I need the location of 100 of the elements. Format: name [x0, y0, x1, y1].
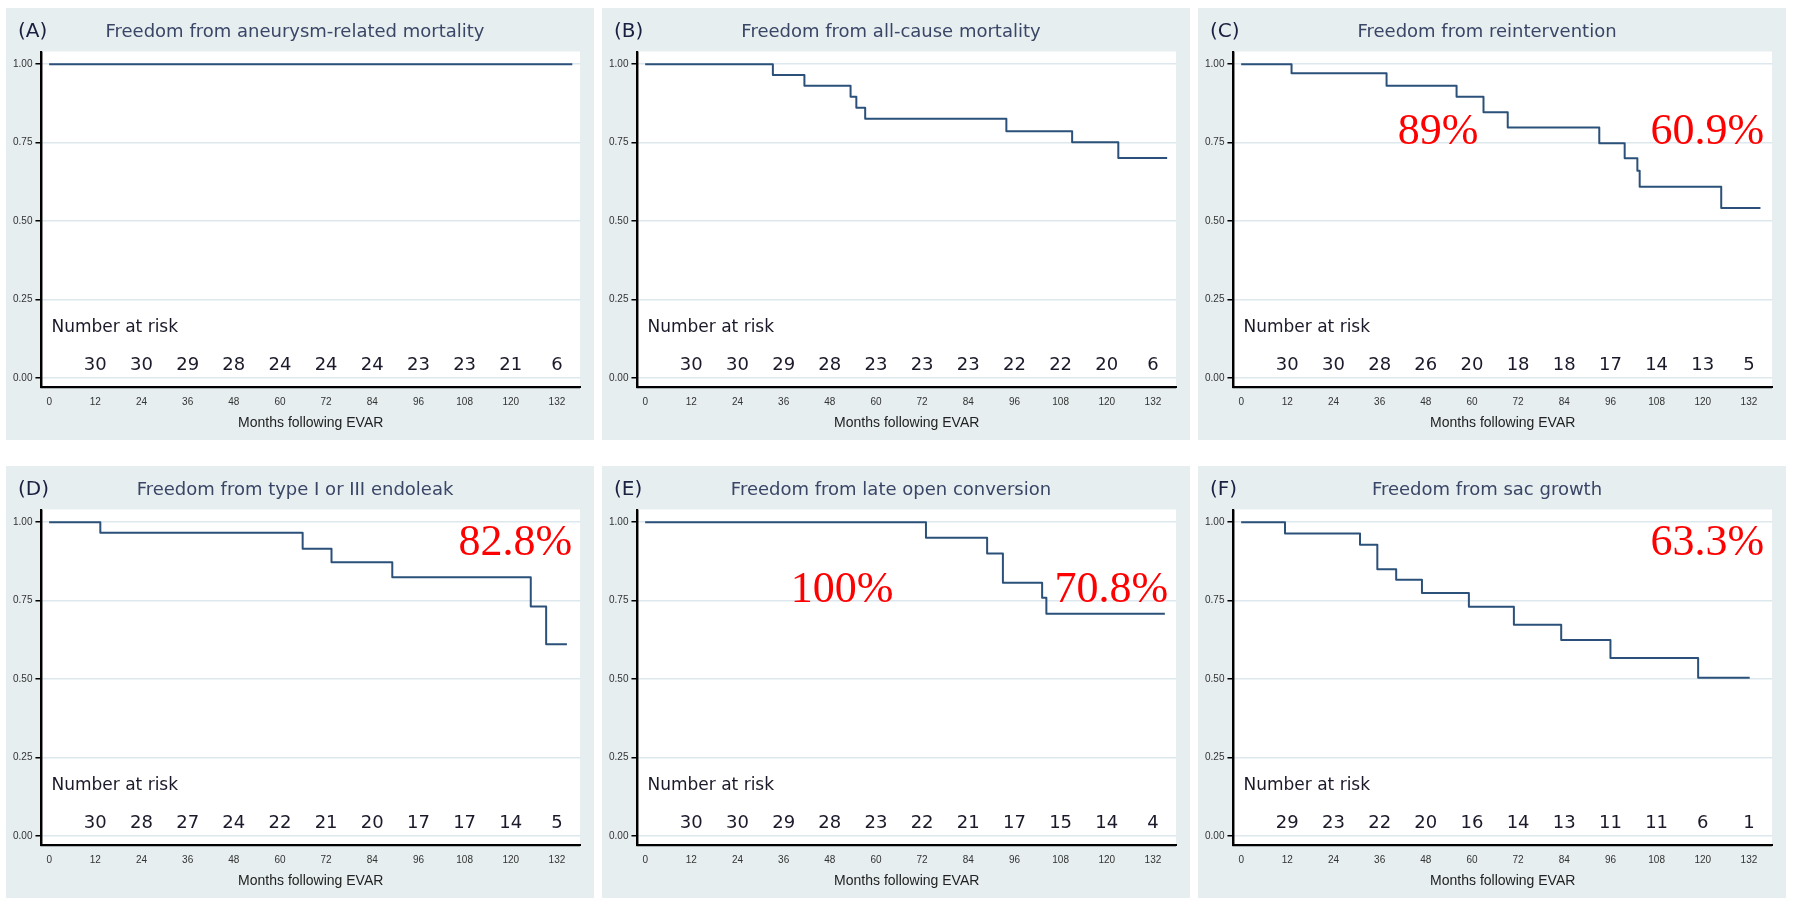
y-tick-label: 0.25: [1204, 751, 1225, 763]
annotation: 70.8%: [1054, 562, 1169, 612]
x-tick-label: 108: [456, 395, 474, 407]
y-tick-label: 0.50: [1204, 672, 1225, 684]
chart-title: Freedom from type I or III endoleak: [136, 478, 454, 500]
y-tick-label: 0.75: [12, 136, 33, 148]
y-tick-label: 0.00: [608, 829, 629, 841]
chart-subtitle: (D): [18, 476, 50, 501]
x-tick-label: 108: [1648, 395, 1666, 407]
annotation: Number at risk: [1243, 773, 1371, 794]
annotation: 63.3%: [1650, 515, 1765, 565]
x-tick-label: 0: [46, 853, 53, 865]
x-tick-label: 0: [1238, 853, 1245, 865]
annotation: 100%: [790, 562, 894, 612]
chart-title: Freedom from all-cause mortality: [741, 20, 1041, 42]
y-tick-label: 1.00: [608, 57, 629, 69]
x-tick-label: 24: [135, 853, 148, 865]
y-tick-label: 0.75: [1204, 136, 1225, 148]
chart-subtitle: (B): [614, 18, 644, 43]
annotation: 23: [864, 352, 888, 374]
x-tick-label: 36: [182, 395, 194, 407]
chart-subtitle: (E): [614, 476, 643, 501]
x-tick-label: 72: [320, 853, 333, 865]
y-tick-label: 0.75: [608, 136, 629, 148]
x-axis-title: Months following EVAR: [238, 414, 384, 431]
x-tick-label: 0: [1238, 395, 1245, 407]
annotation: 20: [360, 810, 384, 832]
y-tick-label: 1.00: [1204, 57, 1225, 69]
annotation: 26: [1414, 352, 1438, 374]
y-tick-label: 0.00: [608, 371, 629, 383]
annotation: 23: [406, 352, 430, 374]
y-tick-label: 0.75: [1204, 594, 1225, 606]
x-tick-label: 132: [1144, 853, 1162, 865]
annotation: 24: [268, 352, 292, 374]
x-tick-label: 108: [1648, 853, 1666, 865]
annotation: 18: [1506, 352, 1530, 374]
x-tick-label: 120: [1098, 853, 1116, 865]
annotation: 30: [679, 810, 703, 832]
x-tick-label: 84: [366, 395, 379, 407]
x-tick-label: 12: [685, 853, 698, 865]
x-axis-title: Months following EVAR: [834, 414, 980, 431]
x-tick-label: 48: [228, 395, 240, 407]
x-tick-label: 24: [731, 853, 744, 865]
annotation: 30: [1322, 352, 1345, 374]
annotation: 22: [1368, 810, 1392, 832]
annotation: 14: [499, 810, 523, 832]
annotation: 21: [499, 352, 523, 374]
annotation: 20: [1095, 352, 1119, 374]
y-tick-label: 0.25: [608, 293, 629, 305]
annotation: 23: [453, 352, 477, 374]
x-tick-label: 48: [1420, 853, 1432, 865]
y-tick-label: 0.00: [12, 371, 33, 383]
y-tick-label: 0.75: [608, 594, 629, 606]
annotation: 30: [83, 352, 107, 374]
x-tick-label: 120: [1694, 395, 1712, 407]
x-tick-label: 48: [228, 853, 240, 865]
annotation: Number at risk: [51, 773, 179, 794]
annotation: 30: [726, 810, 749, 832]
annotation: 28: [130, 810, 153, 832]
y-tick-label: 0.00: [1204, 829, 1225, 841]
y-tick-label: 0.50: [12, 214, 33, 226]
annotation: 28: [1368, 352, 1392, 374]
annotation: 20: [1460, 352, 1484, 374]
annotation: 29: [176, 352, 200, 374]
annotation: 60.9%: [1650, 104, 1765, 154]
x-axis-title: Months following EVAR: [1430, 414, 1576, 431]
x-tick-label: 96: [412, 853, 425, 865]
x-tick-label: 12: [685, 395, 698, 407]
y-tick-label: 1.00: [608, 515, 629, 527]
x-tick-label: 24: [135, 395, 148, 407]
annotation: 6: [551, 352, 563, 374]
x-tick-label: 48: [1420, 395, 1432, 407]
annotation: 30: [679, 352, 703, 374]
annotation: 11: [1598, 810, 1622, 832]
x-tick-label: 132: [1144, 395, 1162, 407]
annotation: 28: [818, 810, 842, 832]
annotation: 24: [360, 352, 384, 374]
annotation: 15: [1049, 810, 1073, 832]
x-tick-label: 12: [1281, 853, 1294, 865]
chart-subtitle: (F): [1210, 476, 1238, 501]
y-tick-label: 0.25: [12, 293, 33, 305]
x-tick-label: 72: [1512, 853, 1525, 865]
annotation: 14: [1645, 352, 1669, 374]
x-tick-label: 24: [731, 395, 744, 407]
x-tick-label: 60: [1466, 395, 1478, 407]
annotation: 21: [314, 810, 338, 832]
y-tick-label: 0.50: [1204, 214, 1225, 226]
annotation: 82.8%: [458, 515, 573, 565]
annotation: 22: [1049, 352, 1073, 374]
chart-title: Freedom from aneurysm-related mortality: [105, 20, 485, 42]
annotation: 22: [1002, 352, 1026, 374]
annotation: 13: [1691, 352, 1715, 374]
annotation: 13: [1552, 810, 1576, 832]
annotation: 5: [1743, 352, 1755, 374]
x-tick-label: 132: [1740, 395, 1758, 407]
x-tick-label: 24: [1327, 395, 1340, 407]
x-tick-label: 108: [456, 853, 474, 865]
x-tick-label: 12: [1281, 395, 1294, 407]
y-tick-label: 0.50: [608, 672, 629, 684]
x-tick-label: 120: [1098, 395, 1116, 407]
